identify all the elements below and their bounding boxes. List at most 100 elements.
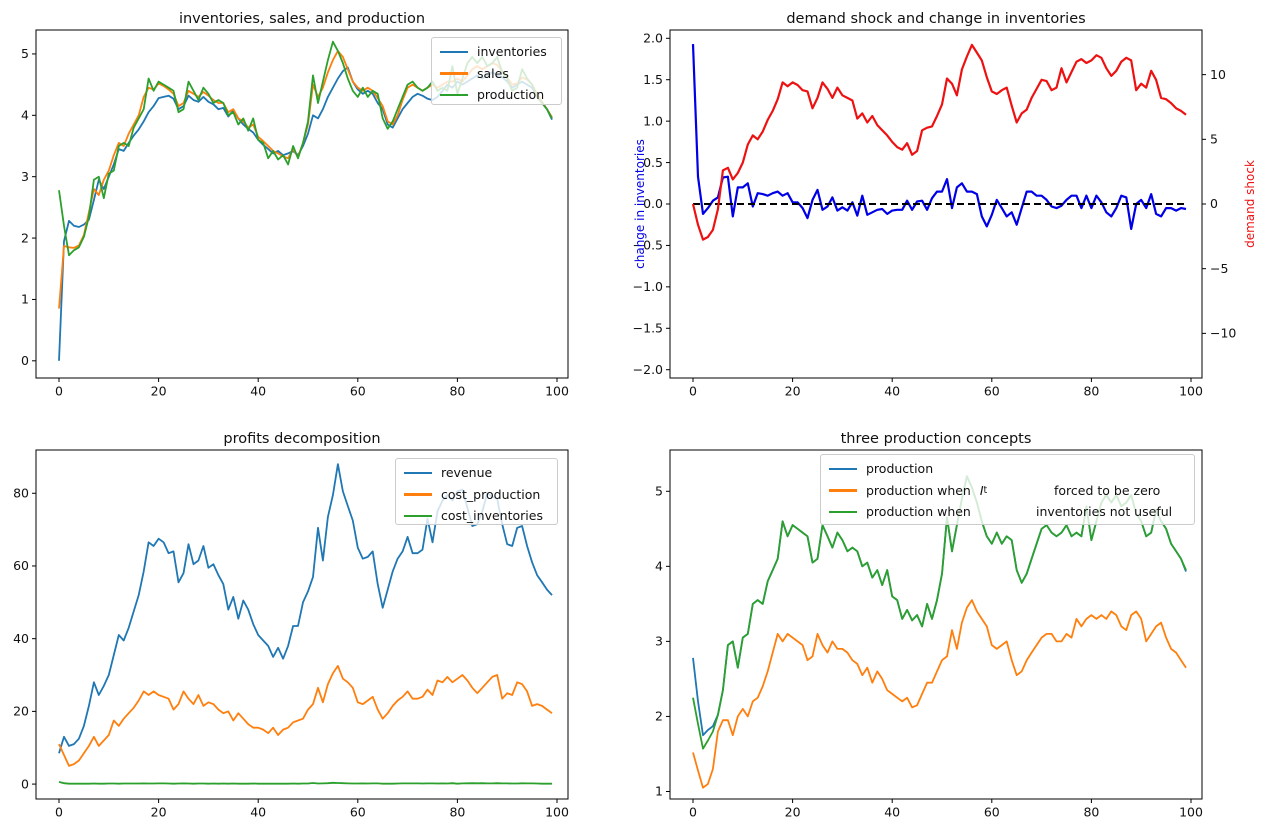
y-tick-label: 1 [21,292,29,307]
x-tick-label: 80 [449,384,465,399]
x-tick-label: 20 [785,384,801,399]
x-tick-label: 20 [785,805,801,820]
x-tick-label: 0 [55,805,63,820]
x-tick-label: 60 [350,805,366,820]
legend-item: production when inventories not useful [821,501,1194,523]
x-tick-label: 80 [1083,805,1099,820]
y-tick-label: 0.5 [643,155,663,170]
legend-item: production [821,458,1194,480]
y-tick-label: 5 [21,46,29,61]
y-tick-label: 0 [21,776,29,791]
legend-label: sales [477,65,509,81]
y-tick-label: 3 [655,634,663,649]
x-tick-label: 60 [984,805,1000,820]
line-sample-icon [440,72,468,75]
series-change-in-inventories [691,44,1187,230]
y-tick-label: −1.5 [633,320,663,335]
y-right-tick-label: 5 [1210,132,1218,147]
ylabel-change-in-inventories: change in inventories [633,139,647,269]
legend-item: sales [432,63,561,85]
series-inventories [58,66,553,361]
axes-frame [669,449,1203,800]
x-tick-label: 0 [689,805,697,820]
axes-frame [35,29,569,379]
legend-label: cost_production [441,486,541,502]
y-tick-label: −0.5 [633,238,663,253]
x-tick-label: 60 [984,384,1000,399]
x-tick-label: 100 [545,805,569,820]
legend-inventories-sales-production: inventories sales production [431,37,562,105]
line-sample-icon [829,489,857,492]
line-sample-icon [829,510,857,513]
line-sample-icon [829,467,857,470]
x-tick-label: 40 [884,384,900,399]
x-tick-label: 80 [1083,384,1099,399]
math-var: I [979,482,984,498]
y-right-tick-label: 10 [1210,67,1226,82]
y-tick-label: 20 [13,704,29,719]
axes-frame [35,449,569,800]
line-sample-icon [440,50,468,53]
line-sample-icon [404,493,432,496]
y-tick-label: 0.0 [643,196,663,211]
y-tick-label: 4 [21,108,29,123]
title-three-production-concepts: three production concepts [840,431,1032,447]
y-tick-label: 40 [13,631,29,646]
subplot-profits-decomposition: 0 20 40 60 80 100 0 20 40 60 80 [13,449,569,820]
x-tick-label: 40 [250,384,266,399]
legend-label-right: inventories not useful [1036,504,1173,519]
x-tick-label: 0 [689,384,697,399]
x-tick-label: 100 [545,384,569,399]
subplot-demand-shock-change-in-inventories: 0 20 40 60 80 1002.01.51.00.50.0−0.5−1.0−1.5−… [633,29,1236,399]
title-inventories-sales-production: inventories, sales, and production [178,11,426,27]
x-tick-label: 80 [449,805,465,820]
y-tick-label: 1.0 [643,113,663,128]
y-right-tick-label: −10 [1210,326,1236,341]
legend-label: revenue [441,465,493,481]
legend-label: inventories [477,44,547,60]
y-tick-label: 2.0 [643,30,663,45]
y-right-tick-label: 0 [1210,196,1218,211]
line-sample-icon [404,471,432,474]
legend-item: production [432,84,561,106]
legend-label: production [866,461,934,477]
y-right-tick-label: −5 [1210,261,1228,276]
y-tick-label: 1 [655,784,663,799]
legend-item: cost_inventories [396,505,557,527]
x-tick-label: 100 [1179,384,1203,399]
y-tick-label: 4 [655,559,663,574]
line-sample-icon [404,514,432,517]
series-cost_inventories [58,781,552,785]
line-sample-icon [440,93,468,96]
y-tick-label: 1.5 [643,72,663,87]
series-demand-shock [691,43,1187,241]
series-cost_production [58,665,553,767]
legend-label: production when [866,504,971,520]
y-tick-label: 3 [21,169,29,184]
math-sub: t [983,484,988,496]
legend-label: production [477,87,545,103]
series-production-inventories-forced-zero [692,599,1187,789]
y-tick-label: 5 [655,483,663,498]
legend-label: cost_inventories [441,508,543,524]
y-tick-label: 2 [21,230,29,245]
legend-profits-decomposition: revenue cost_production cost_inventories [395,458,558,525]
y-tick-label: −2.0 [633,362,663,377]
y-tick-label: 2 [655,709,663,724]
y-tick-label: 0 [21,353,29,368]
x-tick-label: 20 [151,384,167,399]
x-tick-label: 40 [250,805,266,820]
legend-label: production when [866,482,975,498]
x-tick-label: 0 [55,384,63,399]
legend-item: revenue [396,462,557,484]
ylabel-demand-shock: demand shock [1243,160,1257,248]
x-tick-label: 40 [884,805,900,820]
title-profits-decomposition: profits decomposition [223,431,381,447]
legend-label-right: forced to be zero [1054,482,1161,498]
legend-item: cost_production [396,484,557,506]
x-tick-label: 60 [350,384,366,399]
